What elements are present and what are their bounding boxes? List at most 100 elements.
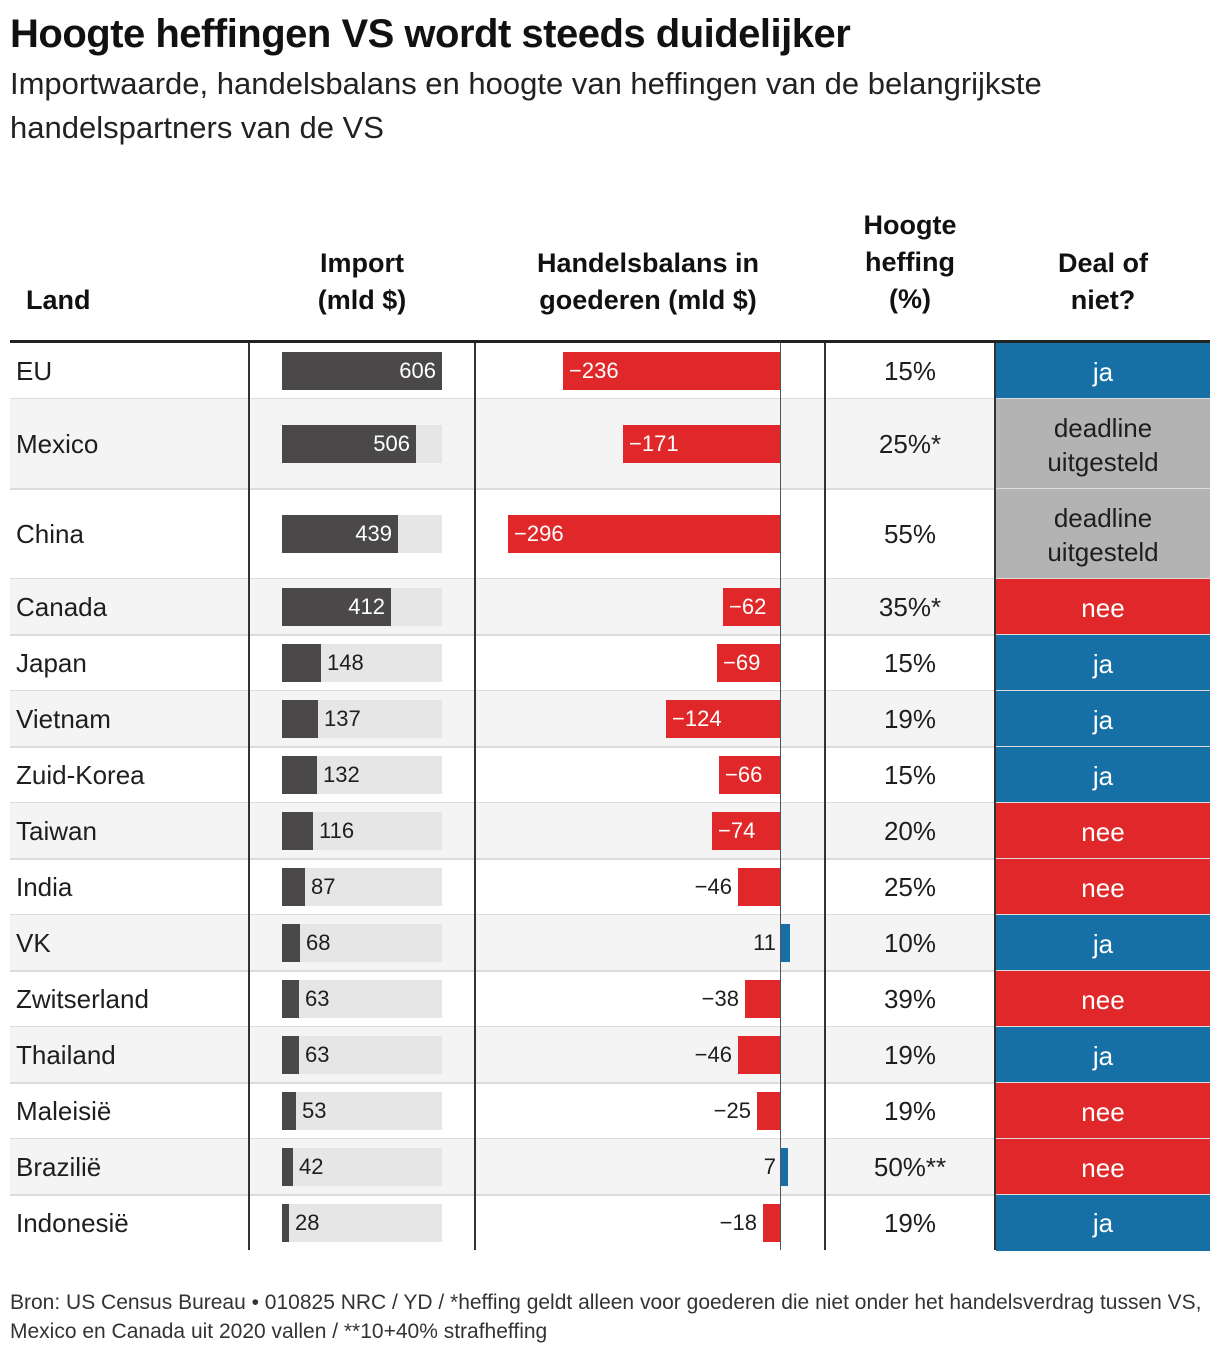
import-value-label: 28 bbox=[295, 1210, 320, 1235]
deal-status-text: deadline uitgesteld bbox=[1047, 411, 1158, 479]
row-divider bbox=[10, 858, 1210, 860]
balance-value-label: −38 bbox=[701, 986, 739, 1011]
country-label: Canada bbox=[16, 592, 108, 622]
balance-value-label: 11 bbox=[753, 930, 776, 955]
import-value-label: 42 bbox=[299, 1154, 324, 1179]
balance-value-label: −25 bbox=[713, 1098, 751, 1123]
tariff-value: 35%* bbox=[878, 592, 942, 622]
balance-value-label: −66 bbox=[725, 762, 763, 787]
deal-status-text: ja bbox=[1092, 1041, 1114, 1071]
country-label: China bbox=[16, 519, 84, 549]
balance-value-label: −171 bbox=[629, 431, 679, 456]
row-divider bbox=[10, 1082, 1210, 1084]
import-value-label: 116 bbox=[319, 818, 355, 843]
balance-value-label: −18 bbox=[719, 1210, 757, 1235]
balance-value-label: −236 bbox=[569, 358, 619, 383]
balance-bar bbox=[780, 924, 790, 962]
import-bar bbox=[282, 644, 321, 682]
deal-status-cell: nee bbox=[996, 803, 1210, 861]
country-label: India bbox=[16, 872, 73, 902]
balance-bar bbox=[745, 980, 780, 1018]
import-value-label: 137 bbox=[324, 706, 361, 731]
tariff-value: 19% bbox=[883, 1040, 937, 1070]
header-tariff: Hoogte heffing (%) bbox=[826, 207, 994, 318]
header-balance-line-2: goederen (mld $) bbox=[539, 285, 757, 315]
deal-status-cell: ja bbox=[996, 343, 1210, 401]
table-row bbox=[10, 399, 995, 489]
country-label: Maleisië bbox=[16, 1096, 112, 1126]
balance-bar bbox=[738, 1036, 780, 1074]
tariff-value: 15% bbox=[883, 648, 937, 678]
balance-value-label: −62 bbox=[729, 594, 767, 619]
deal-status-cell: nee bbox=[996, 971, 1210, 1029]
import-bar bbox=[282, 425, 416, 463]
table-row bbox=[10, 803, 995, 859]
country-label: Japan bbox=[16, 648, 87, 678]
import-bar bbox=[282, 1036, 299, 1074]
balance-bar bbox=[763, 1204, 780, 1242]
deal-status-text: ja bbox=[1092, 1208, 1114, 1238]
header-import-line-2: (mld $) bbox=[317, 285, 407, 315]
country-label: Zuid-Korea bbox=[16, 760, 145, 790]
import-bar-track bbox=[282, 980, 442, 1018]
balance-bar bbox=[563, 352, 780, 390]
tariff-value: 20% bbox=[883, 816, 937, 846]
balance-value-label: −69 bbox=[723, 650, 761, 675]
table-row bbox=[10, 1139, 995, 1195]
country-label: Taiwan bbox=[16, 816, 97, 846]
balance-bar bbox=[757, 1092, 780, 1130]
row-divider bbox=[10, 746, 1210, 748]
import-value-label: 606 bbox=[399, 358, 436, 383]
deal-status-text: ja bbox=[1092, 649, 1114, 679]
deal-status-cell: ja bbox=[996, 747, 1210, 805]
header-deal-line-1: Deal of bbox=[1057, 248, 1149, 278]
balance-value-label: −296 bbox=[514, 521, 564, 546]
balance-bar bbox=[738, 868, 780, 906]
tariff-value: 39% bbox=[883, 984, 937, 1014]
import-value-label: 506 bbox=[373, 431, 410, 456]
table-row bbox=[10, 691, 995, 747]
balance-bar bbox=[508, 515, 780, 553]
column-divider-import bbox=[248, 343, 250, 1250]
deal-status-text: ja bbox=[1092, 761, 1114, 791]
column-divider-deal bbox=[994, 343, 996, 1250]
import-value-label: 439 bbox=[355, 521, 392, 546]
balance-value-label: −124 bbox=[672, 706, 722, 731]
header-import-line-1: Import bbox=[320, 248, 404, 278]
import-value-label: 63 bbox=[305, 1042, 330, 1067]
import-bar bbox=[282, 1148, 293, 1186]
import-value-label: 148 bbox=[327, 650, 364, 675]
import-bar bbox=[282, 1092, 296, 1130]
import-bar bbox=[282, 1204, 289, 1242]
deal-status-cell: ja bbox=[996, 1195, 1210, 1251]
import-bar bbox=[282, 812, 313, 850]
tariff-value: 19% bbox=[883, 704, 937, 734]
country-label: EU bbox=[16, 356, 53, 386]
country-label: Brazilië bbox=[16, 1152, 102, 1182]
header-balance-line-1: Handelsbalans in bbox=[536, 248, 760, 278]
chart-subtitle: Importwaarde, handelsbalans en hoogte va… bbox=[10, 66, 1042, 145]
deal-status-line: uitgesteld bbox=[1047, 537, 1159, 567]
balance-bar bbox=[723, 588, 780, 626]
tariff-value: 25%* bbox=[878, 429, 942, 459]
deal-status-cell: ja bbox=[996, 691, 1210, 749]
table-row bbox=[10, 915, 995, 971]
balance-bar bbox=[666, 700, 780, 738]
country-label: Mexico bbox=[16, 429, 99, 459]
tariff-value: 50%** bbox=[873, 1152, 947, 1182]
chart-title: Hoogte heffingen VS wordt steeds duideli… bbox=[10, 12, 851, 56]
balance-value-label: −74 bbox=[718, 818, 756, 843]
deal-status-line: deadline bbox=[1053, 503, 1153, 533]
table-row bbox=[10, 579, 995, 635]
country-label: Thailand bbox=[16, 1040, 116, 1070]
import-bar bbox=[282, 980, 299, 1018]
import-bar-track bbox=[282, 1148, 442, 1186]
tariff-value: 25% bbox=[883, 872, 937, 902]
import-value-label: 68 bbox=[306, 930, 331, 955]
header-tariff-line-2: heffing bbox=[865, 247, 955, 277]
balance-bar bbox=[719, 756, 780, 794]
table-row bbox=[10, 1027, 995, 1083]
import-bar bbox=[282, 588, 391, 626]
deal-status-text: ja bbox=[1092, 357, 1114, 387]
row-divider bbox=[10, 488, 1210, 490]
